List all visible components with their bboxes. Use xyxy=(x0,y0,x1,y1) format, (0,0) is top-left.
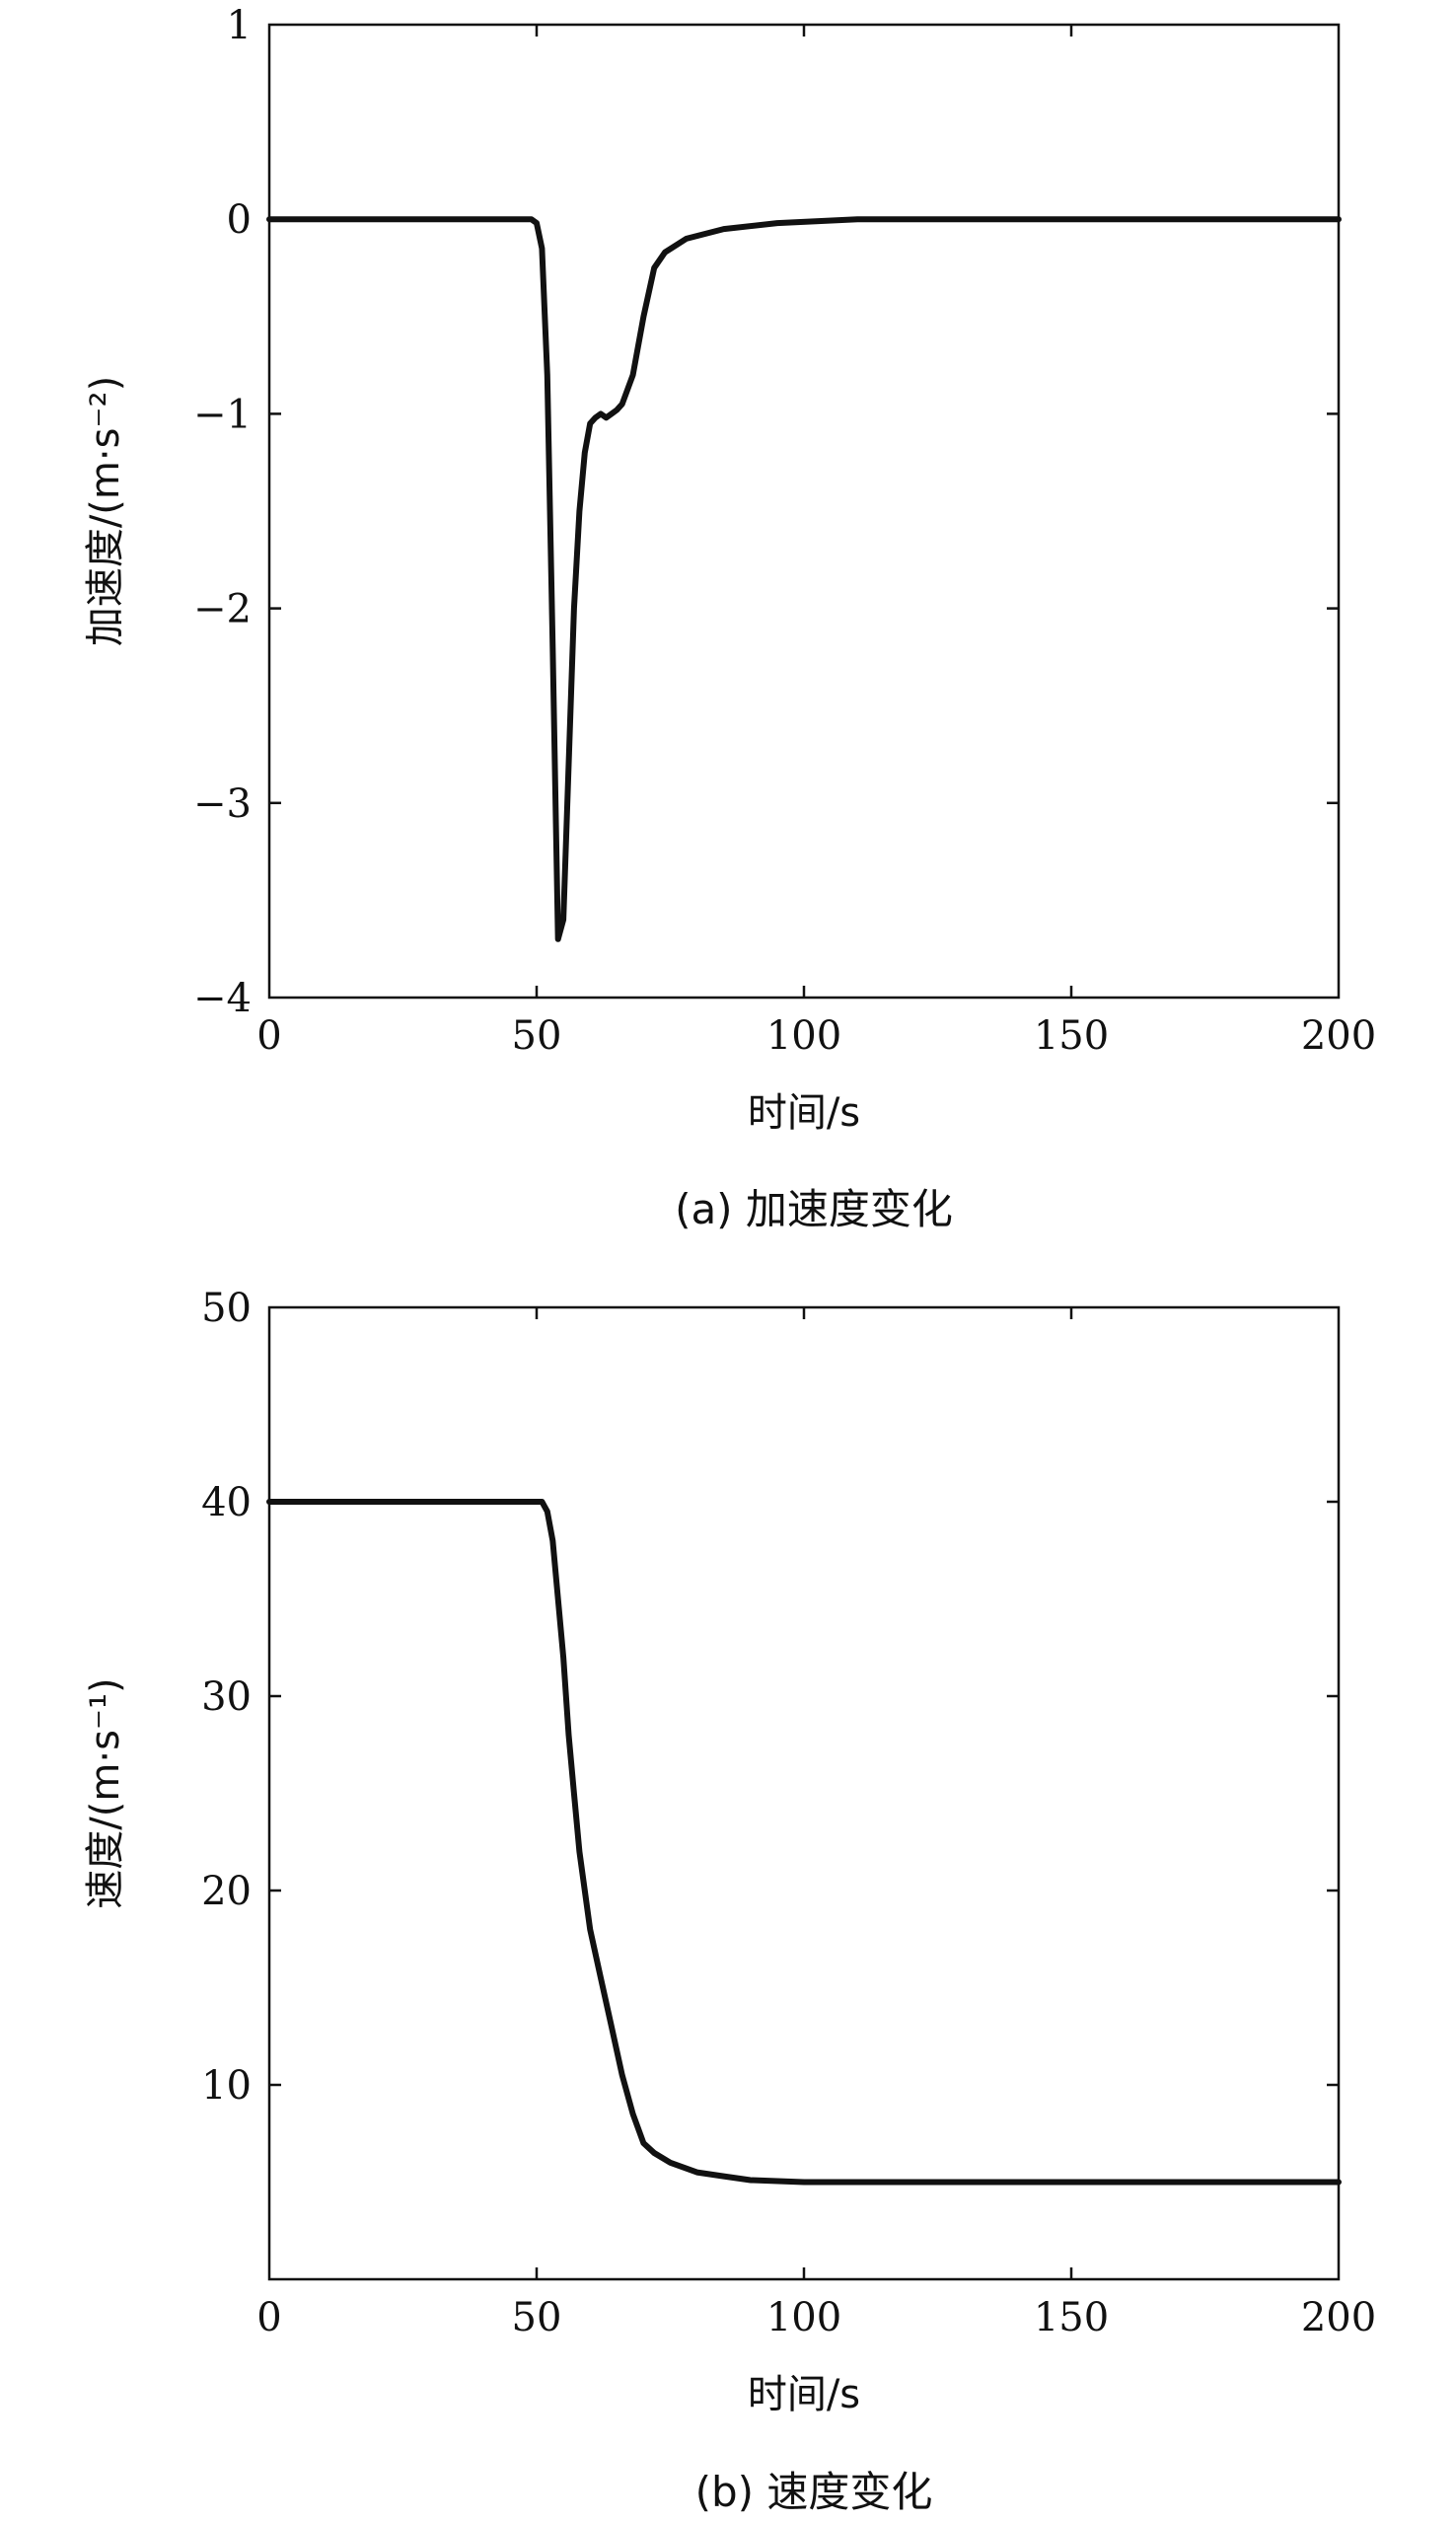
x-tick-label: 150 xyxy=(1034,1013,1109,1059)
y-axis-label: 速度/(m·s⁻¹) xyxy=(83,1677,128,1908)
series-line xyxy=(266,1499,1342,2186)
y-tick-label: 20 xyxy=(201,1869,252,1914)
x-axis-label: 时间/s xyxy=(748,1090,860,1136)
figure-caption: (b) 速度变化 xyxy=(695,2468,933,2516)
y-tick-label: −4 xyxy=(193,976,252,1021)
x-tick-label: 100 xyxy=(766,2295,841,2340)
y-tick-label: −1 xyxy=(193,392,252,437)
x-tick-label: 100 xyxy=(766,1013,841,1059)
plot-frame xyxy=(267,23,1341,1000)
y-tick-label: −3 xyxy=(193,781,252,827)
y-tick-label: 0 xyxy=(227,197,252,243)
acceleration-chart: 0 50 100 150 200 −4 −3 −2 −1 0 1 时间/s 加速度/(m·s⁻²) (a)… xyxy=(83,3,1376,1233)
y-tick-label: 10 xyxy=(201,2063,252,2109)
x-axis-label: 时间/s xyxy=(748,2372,860,2417)
y-tick-label: 50 xyxy=(201,1286,252,1331)
series-line xyxy=(266,216,1342,942)
y-tick-label: −2 xyxy=(193,587,252,632)
x-tick-label: 200 xyxy=(1301,2295,1376,2340)
x-tick-label: 150 xyxy=(1034,2295,1109,2340)
figure-caption: (a) 加速度变化 xyxy=(675,1185,953,1233)
velocity-chart: 0 50 100 150 200 10 20 30 40 50 时间/s 速度/(m·s⁻¹) (b) … xyxy=(83,1286,1376,2516)
y-tick-label: 30 xyxy=(201,1674,252,1720)
y-tick-label: 1 xyxy=(227,3,252,48)
x-tick-label: 0 xyxy=(256,1013,281,1059)
velocity-chart-panel: 0 50 100 150 200 10 20 30 40 50 时间/s 速度/(m·s⁻¹) (b) … xyxy=(0,1261,1456,2522)
y-axis-label: 加速度/(m·s⁻²) xyxy=(83,376,128,646)
y-tick-label: 40 xyxy=(201,1480,252,1525)
acceleration-chart-panel: 0 50 100 150 200 −4 −3 −2 −1 0 1 时间/s 加速度/(m·s⁻²) (a)… xyxy=(83,3,1376,1233)
x-tick-label: 50 xyxy=(512,1013,562,1059)
x-tick-label: 0 xyxy=(256,2295,281,2340)
x-tick-label: 50 xyxy=(512,2295,562,2340)
plot-frame xyxy=(267,1305,1341,2281)
x-tick-label: 200 xyxy=(1301,1013,1376,1059)
